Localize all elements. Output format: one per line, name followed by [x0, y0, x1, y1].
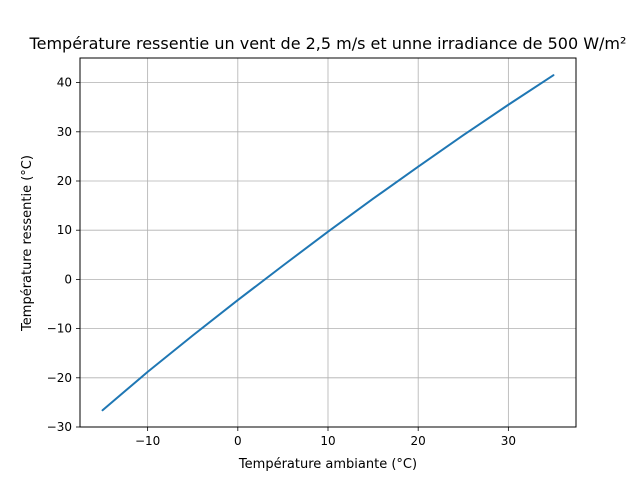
series-layer: [101, 74, 555, 412]
x-tick-label: 30: [501, 434, 516, 448]
y-tick-label: 40: [57, 76, 72, 90]
y-axis-ticks: −30 −20 −10 0 10 20 30 40: [47, 76, 80, 434]
y-tick-label: 10: [57, 223, 72, 237]
x-tick-label: −10: [135, 434, 160, 448]
x-tick-label: 20: [411, 434, 426, 448]
y-tick-label: 20: [57, 174, 72, 188]
series-line: [101, 74, 555, 412]
y-tick-label: −20: [47, 371, 72, 385]
y-tick-label: 0: [64, 272, 72, 286]
chart-title: Température ressentie un vent de 2,5 m/s…: [29, 34, 627, 53]
y-tick-label: −30: [47, 420, 72, 434]
y-axis-label: Température ressentie (°C): [20, 155, 35, 332]
y-tick-label: 30: [57, 125, 72, 139]
x-tick-label: 0: [234, 434, 242, 448]
x-axis-label: Température ambiante (°C): [238, 457, 417, 472]
x-axis-ticks: −10 0 10 20 30: [135, 427, 516, 448]
y-tick-label: −10: [47, 322, 72, 336]
x-tick-label: 10: [320, 434, 335, 448]
